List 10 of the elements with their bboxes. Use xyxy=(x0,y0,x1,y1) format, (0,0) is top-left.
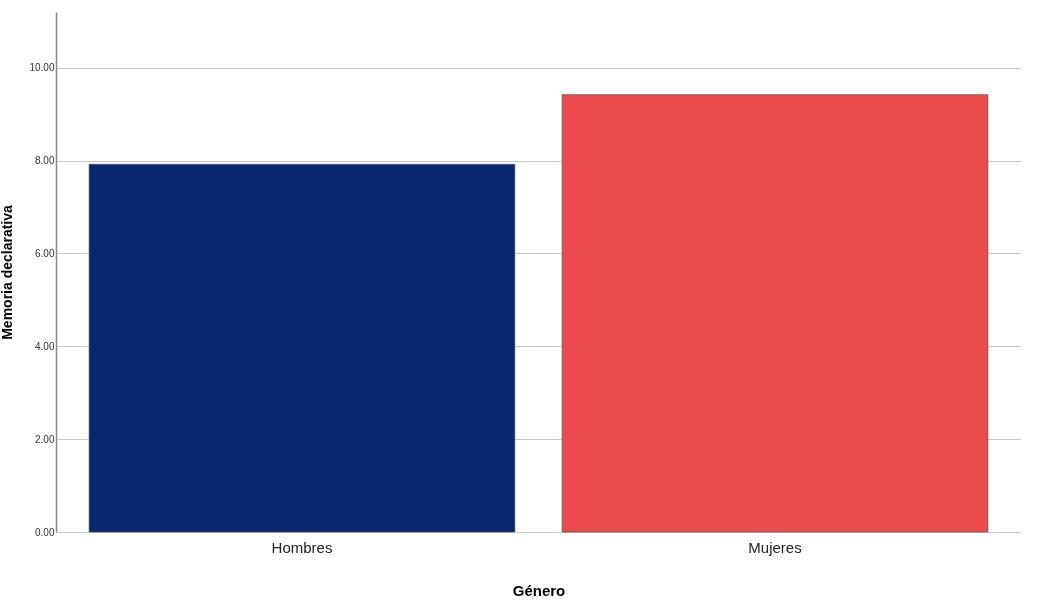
x-tick-label: Hombres xyxy=(271,538,333,556)
y-tick-label: 4.00 xyxy=(35,340,55,352)
x-tick-label: Mujeres xyxy=(748,538,802,556)
y-tick-label: 6.00 xyxy=(35,247,55,259)
y-tick-label: 2.00 xyxy=(35,433,55,445)
y-tick-label: 8.00 xyxy=(35,155,55,167)
y-axis-title: Memoria declarativa xyxy=(0,204,16,340)
x-axis-title: Género xyxy=(512,581,566,599)
y-tick-label: 10.00 xyxy=(29,62,55,74)
y-tick-label: 0.00 xyxy=(35,526,55,538)
